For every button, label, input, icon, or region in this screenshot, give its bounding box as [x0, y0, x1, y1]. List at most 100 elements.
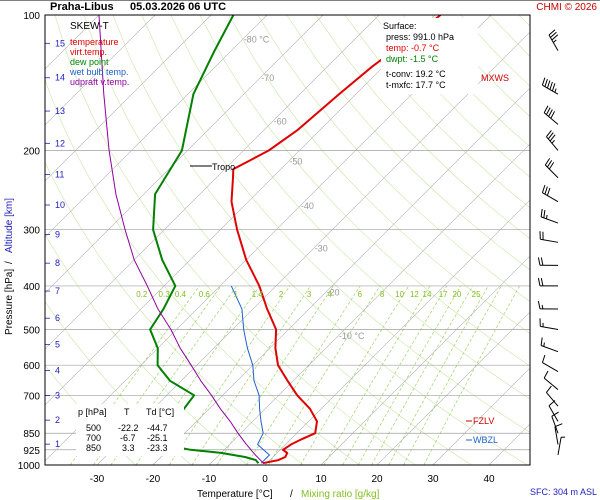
wind-barb	[543, 377, 559, 391]
wind-barb-flag	[537, 300, 541, 310]
surface-tmxfc: t-mxfc: 17.7 °C	[386, 80, 446, 90]
altitude-axis-title: Altitude [km]	[4, 198, 15, 253]
wind-barb-flag	[545, 107, 551, 115]
axis-title-separator: /	[4, 261, 15, 264]
temperature-tick-label: -30	[90, 474, 105, 485]
wind-barb-flag	[546, 80, 551, 89]
wind-barb	[551, 416, 559, 434]
wind-barb	[548, 405, 559, 422]
dry-adiabat-line	[170, 15, 530, 400]
temperature-tick-label: 10	[315, 474, 327, 485]
wind-barb-flag	[546, 385, 552, 393]
wind-barb-flag	[541, 77, 546, 86]
isotherm-label: -40	[301, 201, 314, 211]
pressure-tick-label: 925	[23, 446, 40, 457]
wind-barb-flag	[540, 257, 544, 266]
mixing-ratio-label: 3	[307, 290, 312, 299]
surface-info-box: Surface: press: 991.0 hPa temp: -0.7 °C …	[381, 18, 478, 94]
wind-barb-flag	[546, 160, 553, 168]
profile-lines	[98, 15, 442, 465]
isotherm-line	[45, 15, 324, 294]
table-header-td: Td [°C]	[146, 407, 174, 417]
wind-barb	[540, 238, 559, 243]
temperature-axis-title: Temperature [°C]	[197, 489, 273, 500]
pressure-tick-label: 400	[23, 282, 40, 293]
pressure-tick-label: 700	[23, 391, 40, 402]
pressure-tick-label: 600	[23, 361, 40, 372]
wind-barb-flag	[544, 186, 548, 195]
wind-barb-flag	[552, 39, 557, 43]
wind-barb-flag	[549, 81, 553, 90]
wind-barb-flag	[548, 109, 553, 117]
altitude-tick-label: 14	[55, 73, 65, 83]
isotherm-label: -10 °C	[339, 331, 365, 341]
sounding-datetime: 05.03.2026 06 UTC	[130, 1, 226, 13]
series-line-wet-bulb-temp	[230, 285, 270, 464]
wind-barb-flag	[551, 83, 556, 92]
mixing-ratio-label: 12	[410, 290, 419, 299]
isotherm-label: -60	[274, 116, 287, 126]
isotherm-label: -30	[315, 243, 328, 253]
surface-temp: temp: -0.7 °C	[386, 43, 440, 53]
mixing-ratio-label: 25	[472, 290, 481, 299]
wind-barb-flag	[544, 158, 551, 166]
isotherm-line	[152, 87, 530, 465]
dry-adiabat-line	[315, 15, 530, 240]
mixing-ratio-label: 0.6	[199, 290, 211, 299]
wind-barb-flag	[547, 132, 554, 140]
temperature-tick-label: 40	[483, 474, 495, 485]
wind-barb-flag	[541, 184, 546, 193]
wind-barb-flag	[550, 111, 556, 119]
wind-barb	[540, 325, 559, 331]
table-cell: -25.1	[147, 433, 168, 443]
isotherm-line	[376, 311, 530, 465]
temperature-tick-label: 0	[262, 474, 268, 485]
wind-barb-flag	[537, 277, 541, 287]
isotherm-label: -80 °C	[244, 34, 270, 44]
temperature-tick-label: -10	[202, 474, 217, 485]
wind-barb-flag	[546, 130, 552, 138]
wind-barb-flag	[543, 370, 549, 379]
station-name: Praha-Libus	[50, 1, 114, 13]
level-table: p [hPa] T Td [°C] 500 -22.2 -44.7 700 -6…	[76, 404, 184, 456]
dry-adiabat-line	[199, 15, 530, 367]
mixing-ratio-label: 0.4	[175, 290, 187, 299]
legend-dew-point: dew point	[70, 57, 109, 67]
wind-barb	[542, 362, 559, 373]
legend-wet-bulb: wet bulb temp.	[69, 67, 129, 77]
isotherm-line	[45, 15, 380, 350]
pressure-tick-label: 300	[23, 226, 40, 237]
mixing-ratio-label: 2	[279, 290, 284, 299]
mixing-ratio-label: 0.3	[159, 290, 171, 299]
dry-adiabat-line	[344, 15, 530, 209]
pressure-tick-label: 850	[23, 429, 40, 440]
altitude-tick-label: 4	[55, 365, 60, 375]
dry-adiabat-line	[228, 15, 530, 334]
legend-virt-temp: virt.temp.	[70, 47, 107, 57]
wind-barb-flag	[537, 257, 541, 266]
table-cell: 3.3	[122, 443, 135, 453]
legend-title: SKEW-T	[70, 21, 109, 32]
altitude-tick-label: 15	[55, 38, 65, 48]
isotherm-line	[208, 143, 530, 465]
isotherm-label: -50	[289, 157, 302, 167]
series-line-dew-point	[149, 15, 260, 464]
temperature-tick-label: -20	[146, 474, 161, 485]
mixing-ratio-label: 10	[395, 290, 404, 299]
wind-barb-flag	[544, 78, 548, 87]
axis-title-separator: /	[290, 489, 293, 500]
wind-barb	[540, 216, 559, 224]
altitude-tick-label: 10	[55, 200, 65, 210]
sfc-label: SFC: 304 m ASL	[530, 487, 597, 497]
mixing-ratio-label: 0.2	[136, 290, 148, 299]
altitude-tick-label: 7	[55, 286, 60, 296]
altitude-tick-label: 8	[55, 258, 60, 268]
wind-barb-flag	[546, 214, 548, 219]
pressure-tick-label: 500	[23, 326, 40, 337]
isotherm-line	[45, 15, 436, 406]
wind-barb-flag	[554, 88, 557, 93]
wind-barb-flag	[543, 105, 549, 114]
mixing-ratio-label: 14	[423, 290, 432, 299]
table-cell: -23.3	[147, 443, 168, 453]
wind-barb-flag	[551, 411, 559, 417]
